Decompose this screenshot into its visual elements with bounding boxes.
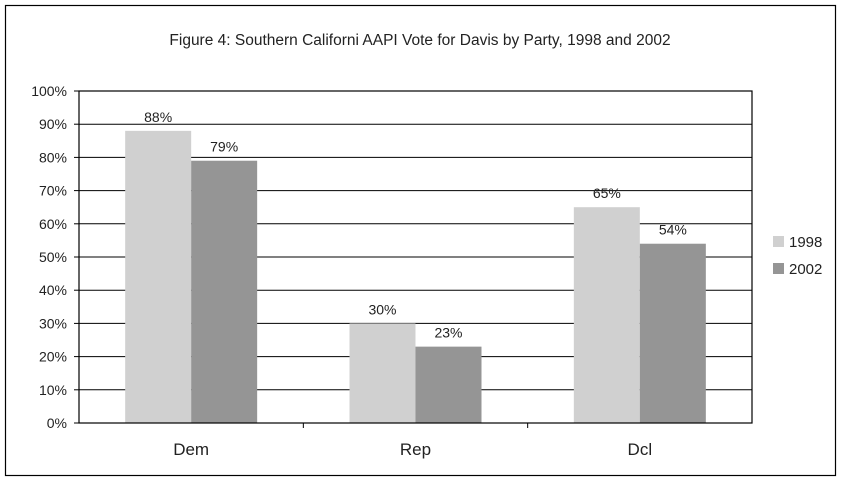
bar-2002-Dem — [191, 160, 258, 423]
y-tick-label: 70% — [39, 183, 67, 199]
bar-1998-Rep — [349, 323, 416, 423]
x-tick-label: Dem — [173, 440, 209, 459]
x-tick-label: Rep — [400, 440, 431, 459]
y-tick-label: 100% — [31, 83, 67, 99]
data-labels: 88% 79% 30% 23% 65% 54% — [144, 109, 687, 341]
bar-1998-Dem — [125, 130, 192, 423]
bars — [125, 130, 706, 423]
data-label: 30% — [368, 301, 396, 317]
y-tick-label: 90% — [39, 116, 67, 132]
legend: 1998 2002 — [773, 234, 822, 278]
legend-label-1998: 1998 — [789, 234, 822, 251]
y-tick-label: 10% — [39, 382, 67, 398]
bar-2002-Rep — [415, 346, 482, 423]
chart-title: Figure 4: Southern Californi AAPI Vote f… — [169, 32, 670, 49]
bar-2002-Dcl — [639, 243, 706, 423]
data-label: 88% — [144, 109, 172, 125]
bar-1998-Dcl — [573, 207, 640, 423]
legend-swatch-1998 — [773, 236, 784, 247]
data-label: 65% — [593, 185, 621, 201]
plot-area-border — [78, 90, 753, 424]
y-tick-label: 20% — [39, 349, 67, 365]
y-tick-label: 60% — [39, 216, 67, 232]
axes: 0% 10% 20% 30% 40% 50% 60% 70% 80% 90% 100% Dem Rep D… — [31, 83, 753, 459]
legend-label-2002: 2002 — [789, 261, 822, 278]
x-tick-label: Dcl — [628, 440, 653, 459]
y-tick-label: 40% — [39, 282, 67, 298]
data-label: 54% — [659, 222, 687, 238]
y-tick-label: 30% — [39, 315, 67, 331]
y-tick-label: 50% — [39, 249, 67, 265]
data-label: 79% — [210, 139, 238, 155]
y-tick-label: 0% — [47, 415, 67, 431]
y-tick-label: 80% — [39, 149, 67, 165]
legend-swatch-2002 — [773, 263, 784, 274]
data-label: 23% — [434, 325, 462, 341]
